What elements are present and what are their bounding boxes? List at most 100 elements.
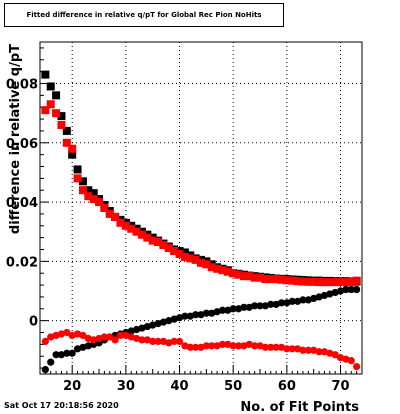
x-tick-label: 60 <box>278 379 296 394</box>
data-point <box>191 255 200 264</box>
data-point <box>234 270 243 279</box>
data-point <box>298 277 307 286</box>
data-point <box>137 230 146 239</box>
data-point <box>208 342 216 350</box>
data-point <box>68 150 77 159</box>
data-point <box>267 300 275 308</box>
data-point <box>331 278 340 287</box>
data-point <box>41 365 49 374</box>
data-point <box>299 346 307 354</box>
data-point <box>229 305 237 313</box>
series-0 <box>41 70 361 286</box>
data-point <box>272 343 280 351</box>
x-tick-label: 70 <box>331 379 349 394</box>
data-point <box>266 275 275 284</box>
data-point <box>353 285 361 294</box>
data-point <box>106 333 114 341</box>
data-point <box>170 246 179 255</box>
plot-frame <box>39 41 363 375</box>
data-point <box>41 70 50 79</box>
data-point <box>218 266 227 275</box>
data-point <box>347 357 355 365</box>
data-point <box>251 302 259 310</box>
data-point <box>170 337 178 345</box>
data-point <box>46 100 55 109</box>
data-point <box>347 278 356 287</box>
data-point <box>282 276 291 285</box>
data-point <box>309 277 318 286</box>
data-point <box>250 273 259 282</box>
timestamp: Sat Oct 17 20:18:56 2020 <box>4 401 119 410</box>
data-point <box>68 144 77 153</box>
data-point <box>41 106 50 115</box>
data-point <box>175 249 184 258</box>
data-point <box>353 362 361 371</box>
data-point <box>213 264 222 273</box>
data-point <box>116 331 125 340</box>
data-point <box>229 269 238 278</box>
y-tick-label: 0 <box>29 315 38 330</box>
data-point <box>100 204 109 212</box>
data-point <box>181 312 189 320</box>
series-2 <box>41 285 361 374</box>
data-point <box>52 91 61 100</box>
data-point <box>52 351 60 359</box>
data-point <box>245 272 254 281</box>
data-point <box>331 351 339 359</box>
y-tick-label: 0.04 <box>6 196 38 211</box>
data-point <box>95 198 104 207</box>
y-tick-label: 0.08 <box>6 78 38 93</box>
data-point <box>111 336 119 344</box>
data-point <box>186 254 195 263</box>
data-point <box>46 82 55 91</box>
data-point <box>320 278 329 287</box>
data-point <box>288 297 296 305</box>
x-tick-label: 40 <box>170 379 188 394</box>
data-point <box>202 260 211 269</box>
data-point <box>47 358 55 366</box>
axis-ticks <box>39 47 363 374</box>
data-point <box>277 275 286 284</box>
data-point <box>299 296 307 304</box>
data-point <box>100 333 108 341</box>
data-point <box>251 342 259 350</box>
data-point <box>164 244 173 253</box>
data-point <box>68 349 76 357</box>
data-point <box>62 138 71 147</box>
data-point <box>218 306 227 314</box>
data-point <box>342 285 350 294</box>
data-point <box>218 340 227 348</box>
data-point <box>293 277 302 286</box>
data-point <box>159 241 168 250</box>
data-point <box>175 337 184 345</box>
data-point <box>272 275 281 284</box>
x-tick-label: 50 <box>224 379 242 394</box>
data-point <box>223 267 232 276</box>
y-tick-label: 0.06 <box>6 137 38 152</box>
data-point <box>180 252 189 261</box>
y-axis-label: difference in relative q/pT <box>8 44 23 234</box>
data-point <box>202 342 210 350</box>
data-point <box>352 276 361 285</box>
series-3 <box>41 328 361 371</box>
data-point <box>132 227 141 236</box>
data-point <box>127 224 136 233</box>
data-point <box>267 343 275 351</box>
data-point <box>288 276 297 285</box>
data-point <box>192 311 200 319</box>
data-point <box>148 236 157 245</box>
data-point <box>234 342 243 350</box>
data-point <box>283 345 291 353</box>
data-point <box>288 345 296 353</box>
data-point <box>41 337 49 345</box>
chart-title: Fitted difference in relative q/pT for G… <box>26 11 262 19</box>
data-point <box>239 272 248 281</box>
data-point <box>73 165 82 174</box>
data-point <box>89 195 98 204</box>
data-point <box>84 186 93 195</box>
data-point <box>180 248 189 257</box>
data-point <box>57 121 66 129</box>
data-point <box>143 233 152 242</box>
data-point <box>336 278 345 287</box>
